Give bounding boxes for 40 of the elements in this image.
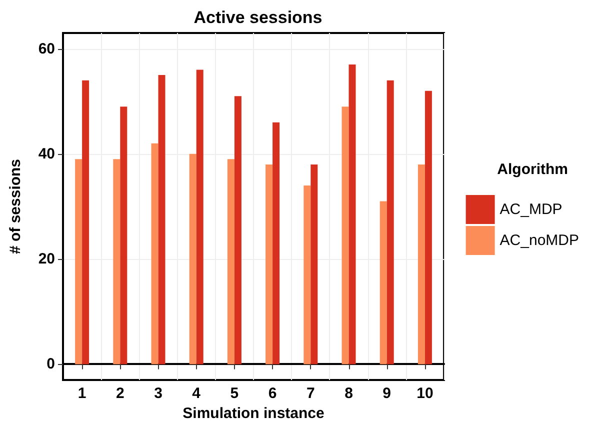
bar bbox=[424, 90, 432, 364]
y-tick-label: 40 bbox=[38, 145, 55, 162]
bar bbox=[189, 154, 196, 364]
bar bbox=[196, 70, 204, 364]
x-tick-label: 9 bbox=[382, 385, 392, 402]
legend-label: AC_MDP bbox=[500, 201, 562, 218]
bar bbox=[342, 106, 349, 364]
bar bbox=[310, 164, 318, 364]
x-tick-label: 3 bbox=[154, 385, 162, 402]
chart-title: Active sessions bbox=[194, 8, 322, 27]
bar bbox=[272, 122, 280, 364]
bar bbox=[158, 75, 166, 364]
legend-title: Algorithm bbox=[497, 161, 568, 178]
bar bbox=[418, 164, 425, 364]
x-tick-label: 10 bbox=[416, 385, 434, 402]
y-tick-label: 0 bbox=[46, 356, 55, 373]
bar bbox=[151, 143, 158, 364]
bar bbox=[120, 106, 128, 364]
bar bbox=[113, 159, 120, 364]
x-tick-label: 5 bbox=[230, 385, 239, 402]
x-axis-title: Simulation instance bbox=[182, 404, 324, 422]
bar bbox=[380, 201, 387, 364]
bar bbox=[227, 159, 234, 364]
bar bbox=[266, 164, 273, 364]
x-tick-label: 8 bbox=[344, 385, 353, 402]
x-tick-label: 7 bbox=[306, 385, 315, 402]
legend-label: AC_noMDP bbox=[500, 232, 580, 249]
y-tick-label: 60 bbox=[38, 40, 55, 58]
bar bbox=[82, 80, 90, 364]
x-tick-label: 4 bbox=[192, 385, 202, 402]
bar bbox=[75, 159, 82, 364]
bar bbox=[234, 96, 242, 364]
bar bbox=[386, 80, 394, 364]
x-tick-label: 6 bbox=[268, 385, 277, 402]
x-tick-label: 2 bbox=[116, 385, 124, 402]
bar bbox=[304, 185, 311, 364]
bar bbox=[348, 64, 356, 364]
y-axis-title: # of sessions bbox=[7, 158, 24, 254]
x-tick-label: 1 bbox=[78, 385, 86, 402]
y-tick-label: 20 bbox=[38, 250, 55, 268]
